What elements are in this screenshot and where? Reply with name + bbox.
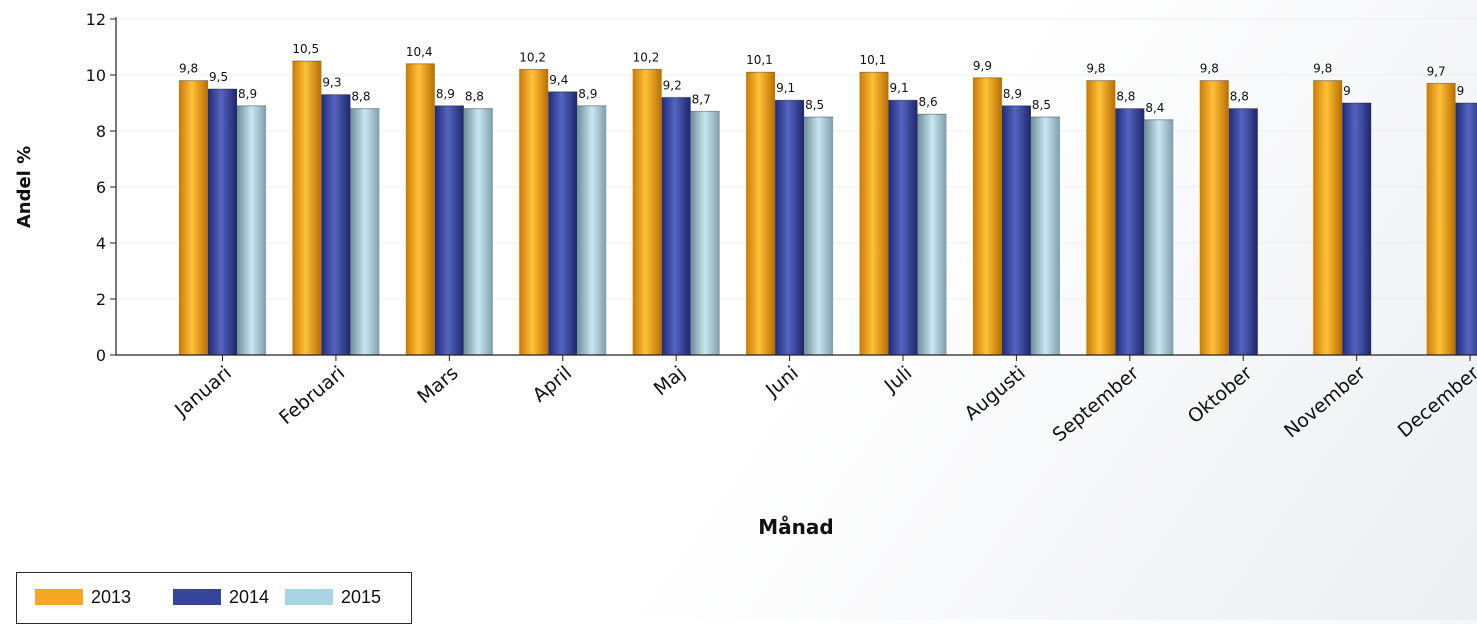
bar-2015-maj xyxy=(690,111,720,356)
x-tick-label: September xyxy=(1048,362,1143,446)
bar-2015-februari xyxy=(350,108,380,355)
y-tick-label: 6 xyxy=(96,178,106,197)
data-label: 8,6 xyxy=(919,95,938,109)
bar-2014-oktober xyxy=(1228,108,1258,355)
data-label: 8,9 xyxy=(578,87,597,101)
legend-label-2015: 2015 xyxy=(341,586,382,607)
legend-swatch-2015 xyxy=(285,589,333,605)
data-label: 10,1 xyxy=(860,53,887,67)
legend-swatch-2013 xyxy=(35,589,83,605)
x-axis-title: Månad xyxy=(758,515,833,539)
data-label: 10,2 xyxy=(519,50,546,64)
data-label: 8,5 xyxy=(805,98,824,112)
y-tick-label: 12 xyxy=(86,10,106,29)
y-tick-label: 0 xyxy=(96,346,106,365)
bar-2015-april xyxy=(577,105,607,355)
bar-2014-september xyxy=(1115,108,1145,355)
bar-2013-januari xyxy=(179,80,208,355)
bar-2013-mars xyxy=(405,63,435,356)
bar-2014-februari xyxy=(321,94,351,355)
x-tick-label: November xyxy=(1280,362,1370,443)
data-label: 9,8 xyxy=(1086,62,1105,76)
data-label: 9 xyxy=(1457,84,1465,98)
data-label: 8,4 xyxy=(1145,101,1164,115)
data-label: 9,8 xyxy=(179,62,198,76)
data-label: 9,1 xyxy=(776,81,795,95)
x-tick-label: Mars xyxy=(413,362,462,408)
bar-2015-januari xyxy=(237,105,266,355)
data-label: 9,1 xyxy=(890,81,909,95)
data-label: 9,3 xyxy=(322,76,341,90)
x-tick-label: Oktober xyxy=(1184,362,1257,428)
y-tick-label: 4 xyxy=(96,234,106,253)
bar-2014-maj xyxy=(661,97,691,356)
x-tick-label: Juni xyxy=(761,362,803,402)
data-label: 8,8 xyxy=(465,90,484,104)
data-label: 10,5 xyxy=(292,42,319,56)
bar-2014-april xyxy=(548,91,578,356)
data-label: 10,1 xyxy=(746,53,773,67)
bar-2013-juli xyxy=(859,72,889,355)
data-label: 8,9 xyxy=(436,87,455,101)
data-label: 10,4 xyxy=(406,45,433,59)
data-label: 9,2 xyxy=(663,78,682,92)
bar-2014-juli xyxy=(888,100,918,355)
data-label: 9,9 xyxy=(973,59,992,73)
bar-2014-augusti xyxy=(1001,105,1031,355)
data-label: 9 xyxy=(1343,84,1351,98)
bar-2013-september xyxy=(1086,80,1116,355)
data-label: 9,8 xyxy=(1313,62,1332,76)
data-label: 8,8 xyxy=(351,90,370,104)
legend-swatch-2014 xyxy=(173,589,221,605)
bar-2013-oktober xyxy=(1199,80,1229,355)
bar-2015-mars xyxy=(463,108,493,355)
y-tick-label: 8 xyxy=(96,122,106,141)
bar-2014-januari xyxy=(208,89,237,355)
legend: 2013 2014 2015 xyxy=(16,572,412,624)
data-label: 8,5 xyxy=(1032,98,1051,112)
y-tick-label: 10 xyxy=(86,66,106,85)
bar-2014-december xyxy=(1455,103,1477,355)
data-label: 9,8 xyxy=(1200,62,1219,76)
data-label: 8,7 xyxy=(692,92,711,106)
legend-label-2013: 2013 xyxy=(91,586,132,607)
bar-2013-november xyxy=(1313,80,1343,355)
bar-2015-juli xyxy=(917,114,947,355)
legend-label-2014: 2014 xyxy=(229,586,270,607)
y-tick-label: 2 xyxy=(96,290,106,309)
bar-2015-juni xyxy=(804,117,834,355)
bar-2014-mars xyxy=(434,105,464,355)
x-tick-label: Maj xyxy=(650,362,690,400)
bar-2014-november xyxy=(1342,103,1372,355)
x-tick-label: Februari xyxy=(275,362,349,429)
bar-2013-februari xyxy=(292,61,322,355)
legend-item-2014: 2014 xyxy=(173,587,269,607)
bar-2015-september xyxy=(1144,119,1174,355)
x-tick-label: Januari xyxy=(170,362,236,422)
x-tick-label: Augusti xyxy=(961,362,1030,425)
data-label: 10,2 xyxy=(633,50,660,64)
bar-2013-december xyxy=(1426,83,1456,356)
data-label: 8,9 xyxy=(1003,87,1022,101)
bar-2013-april xyxy=(519,69,549,356)
data-label: 8,9 xyxy=(238,87,257,101)
bar-2015-augusti xyxy=(1030,117,1060,355)
x-tick-label: Juli xyxy=(880,362,917,398)
bar-2013-augusti xyxy=(972,77,1002,356)
bar-2014-juni xyxy=(775,100,805,355)
data-label: 9,4 xyxy=(549,73,568,87)
data-label: 9,5 xyxy=(209,70,228,84)
bar-2013-juni xyxy=(746,72,776,355)
x-tick-label: December xyxy=(1394,362,1477,442)
bar-2013-maj xyxy=(632,69,662,356)
legend-item-2013: 2013 xyxy=(35,587,131,607)
data-label: 9,7 xyxy=(1427,64,1446,78)
legend-item-2015: 2015 xyxy=(285,587,381,607)
data-label: 8,8 xyxy=(1230,90,1249,104)
data-label: 8,8 xyxy=(1116,90,1135,104)
y-axis-title: Andel % xyxy=(14,146,35,228)
x-tick-label: April xyxy=(529,362,576,407)
